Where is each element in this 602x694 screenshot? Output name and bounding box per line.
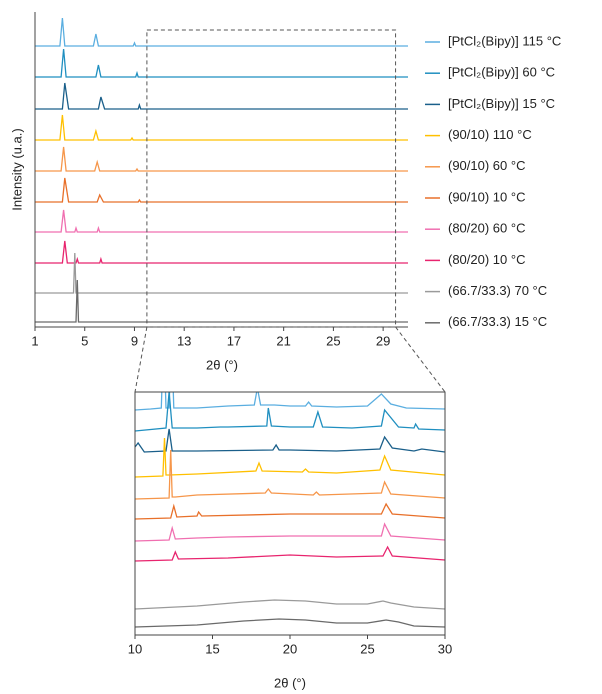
x-tick-label: 20 [283, 641, 297, 656]
legend-label: (80/20) 60 °C [448, 221, 525, 236]
x-tick-label: 10 [128, 641, 142, 656]
trace [135, 522, 445, 542]
x-tick-label: 25 [360, 641, 374, 656]
legend-label: (90/10) 110 °C [448, 127, 532, 142]
x-tick-label: 15 [205, 641, 219, 656]
x-tick-label: 17 [227, 333, 241, 348]
trace [35, 279, 408, 323]
trace [35, 252, 408, 294]
trace [35, 48, 408, 78]
x-tick-label: 25 [326, 333, 340, 348]
trace [135, 618, 445, 628]
legend-label: [PtCl₂(Bipy)] 60 °C [448, 65, 555, 80]
x-tick-label: 1 [31, 333, 38, 348]
trace [35, 146, 408, 172]
trace [35, 240, 408, 264]
trace [35, 17, 408, 47]
trace [135, 599, 445, 610]
legend-label: (90/10) 10 °C [448, 189, 525, 204]
trace [35, 114, 408, 141]
y-axis-label: Intensity (u.a.) [9, 128, 24, 210]
plot-area [135, 392, 445, 628]
trace [135, 437, 445, 478]
trace [135, 392, 445, 432]
x-tick-label: 29 [376, 333, 390, 348]
trace [135, 392, 445, 411]
trace [35, 82, 408, 110]
x-tick-label: 30 [438, 641, 452, 656]
x-tick-label: 13 [177, 333, 191, 348]
plot-area [35, 17, 408, 323]
legend-label: (80/20) 10 °C [448, 252, 525, 267]
zoom-line [395, 326, 446, 393]
x-axis-label: 2θ (°) [274, 675, 306, 690]
legend-label: (66.7/33.3) 15 °C [448, 314, 547, 329]
trace [35, 209, 408, 233]
trace [135, 428, 445, 453]
x-axis-label: 2θ (°) [206, 357, 238, 372]
trace [135, 545, 445, 562]
zoom-box [146, 29, 397, 328]
trace [35, 177, 408, 203]
legend-label: [PtCl₂(Bipy)] 115 °C [448, 33, 561, 48]
legend-label: (66.7/33.3) 70 °C [448, 283, 547, 298]
legend-label: [PtCl₂(Bipy)] 15 °C [448, 96, 555, 111]
x-tick-label: 9 [131, 333, 138, 348]
legend-label: (90/10) 60 °C [448, 158, 525, 173]
trace [135, 502, 445, 520]
trace [135, 449, 445, 500]
x-tick-label: 5 [81, 333, 88, 348]
x-tick-label: 21 [276, 333, 290, 348]
